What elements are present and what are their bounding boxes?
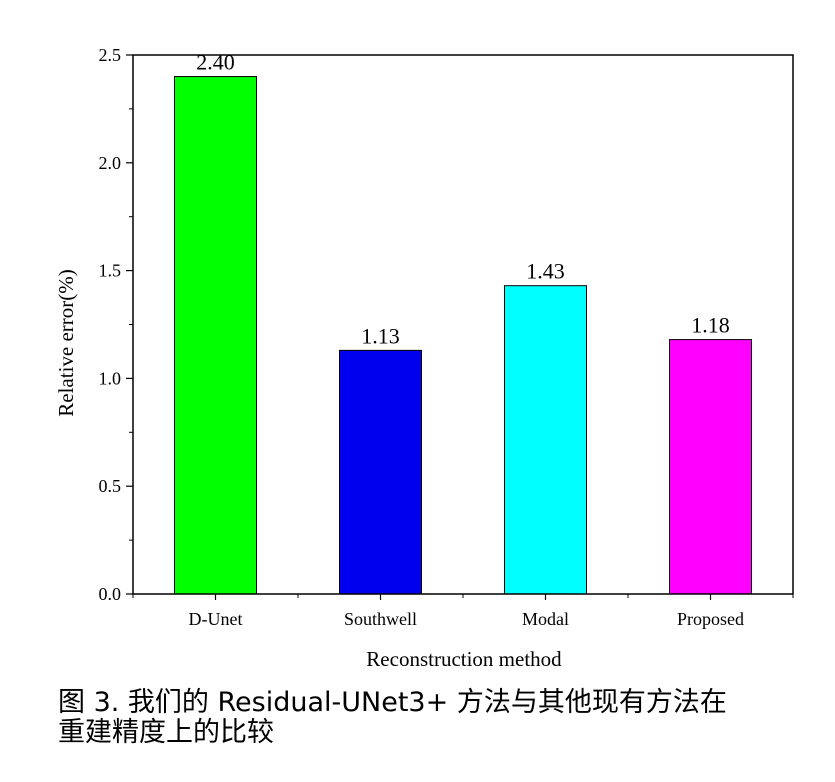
y-tick-label: 2.0 [99, 153, 122, 173]
caption-line-1: 图 3. 我们的 Residual-UNet3+ 方法与其他现有方法在 [58, 687, 727, 718]
bar-value-label: 1.18 [691, 313, 730, 338]
figure-caption: 图 3. 我们的 Residual-UNet3+ 方法与其他现有方法在 重建精度… [58, 688, 818, 748]
bar-value-label: 1.13 [361, 323, 400, 348]
y-axis: 0.0 0.5 1.0 1.5 2.0 2.5 [99, 45, 133, 604]
x-axis: D-Unet Southwell Modal Proposed [132, 594, 794, 629]
bar-value-label: 1.43 [526, 259, 565, 284]
x-tick-label: Proposed [677, 609, 744, 629]
y-tick-label: 0.5 [99, 476, 122, 496]
caption-line-2: 重建精度上的比较 [58, 717, 274, 748]
x-tick-label: D-Unet [189, 609, 243, 629]
y-tick-label: 0.0 [99, 584, 122, 604]
bar-modal [504, 285, 587, 595]
bar-chart: 2.40 1.13 1.43 1.18 0.0 0.5 1.0 1.5 2.0 2.5 D-Un… [54, 45, 794, 671]
bar-proposed [669, 339, 752, 595]
y-tick-label: 1.0 [99, 368, 122, 388]
y-tick-label: 2.5 [99, 45, 122, 65]
bar-d-unet [174, 76, 257, 595]
bar-value-label: 2.40 [196, 50, 235, 75]
value-labels-layer: 2.40 1.13 1.43 1.18 [196, 50, 730, 349]
bar-southwell [339, 349, 422, 595]
x-axis-label: Reconstruction method [366, 647, 562, 671]
x-tick-label: Southwell [344, 609, 417, 629]
x-tick-label: Modal [522, 609, 569, 629]
bars-layer [174, 76, 752, 595]
y-axis-label: Relative error(%) [54, 269, 78, 417]
y-tick-label: 1.5 [99, 261, 122, 281]
